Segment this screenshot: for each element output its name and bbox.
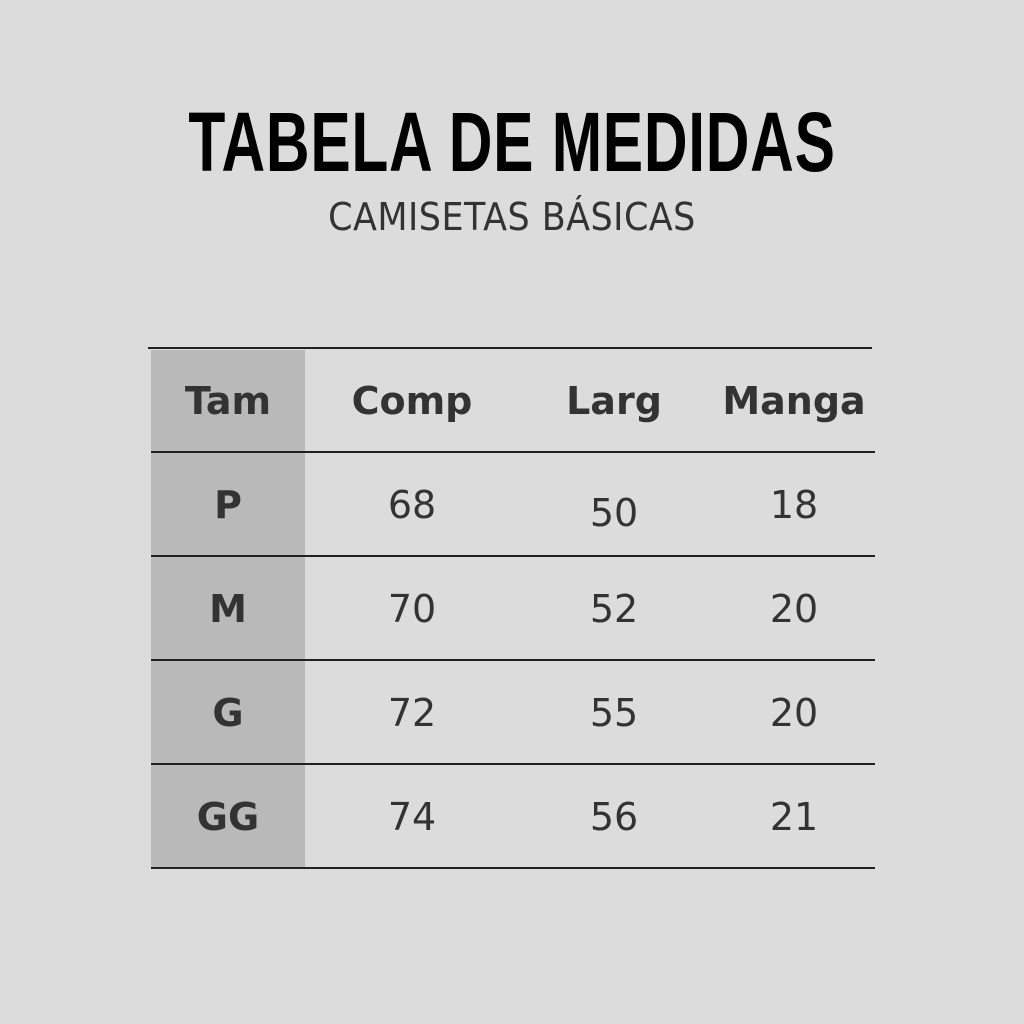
measurement-cell: 50 bbox=[589, 491, 639, 535]
column-header-sleeve: Manga bbox=[722, 379, 866, 423]
measurement-cell: 70 bbox=[387, 587, 437, 631]
table-divider bbox=[151, 659, 875, 661]
size-label: P bbox=[214, 483, 242, 527]
column-header-size: Tam bbox=[184, 379, 272, 423]
page-subtitle: CAMISETAS BÁSICAS bbox=[328, 195, 696, 239]
measurement-cell: 74 bbox=[387, 795, 437, 839]
measurement-cell: 20 bbox=[769, 691, 819, 735]
column-header-length: Comp bbox=[351, 379, 473, 423]
measurement-cell: 18 bbox=[769, 483, 819, 527]
size-label: GG bbox=[196, 795, 260, 839]
column-header-width: Larg bbox=[566, 379, 662, 423]
table-divider bbox=[148, 347, 872, 349]
size-label: M bbox=[209, 587, 247, 631]
table-divider bbox=[151, 763, 875, 765]
measurement-cell: 20 bbox=[769, 587, 819, 631]
measurement-cell: 56 bbox=[589, 795, 639, 839]
measurement-cell: 68 bbox=[387, 483, 437, 527]
table-divider bbox=[151, 451, 875, 453]
table-divider bbox=[151, 867, 875, 869]
measurement-cell: 55 bbox=[589, 691, 639, 735]
table-divider bbox=[151, 555, 875, 557]
size-column-background bbox=[151, 350, 305, 868]
page-title: TABELA DE MEDIDAS bbox=[188, 95, 836, 189]
size-label: G bbox=[212, 691, 244, 735]
measurement-cell: 21 bbox=[769, 795, 819, 839]
measurement-cell: 52 bbox=[589, 587, 639, 631]
measurement-cell: 72 bbox=[387, 691, 437, 735]
